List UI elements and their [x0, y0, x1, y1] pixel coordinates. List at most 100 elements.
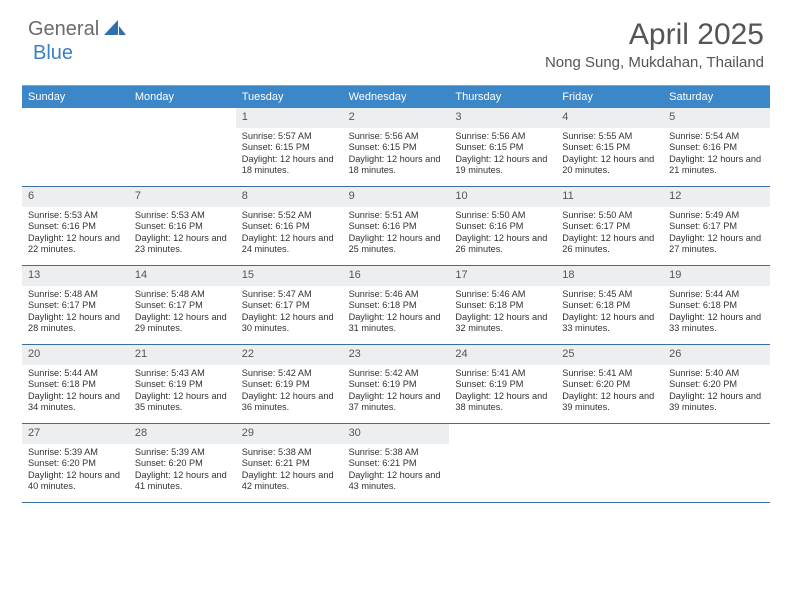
day-cell	[22, 108, 129, 186]
day-number	[129, 108, 236, 128]
month-title: April 2025	[545, 18, 764, 52]
weekday-label: Wednesday	[343, 86, 450, 108]
day-number: 20	[22, 345, 129, 365]
day-number: 7	[129, 187, 236, 207]
day-number: 26	[663, 345, 770, 365]
day-number: 21	[129, 345, 236, 365]
day-number	[556, 424, 663, 444]
day-body: Sunrise: 5:48 AMSunset: 6:17 PMDaylight:…	[129, 286, 236, 339]
logo: General	[28, 18, 128, 41]
day-body: Sunrise: 5:46 AMSunset: 6:18 PMDaylight:…	[449, 286, 556, 339]
day-number: 8	[236, 187, 343, 207]
day-number: 16	[343, 266, 450, 286]
day-body: Sunrise: 5:56 AMSunset: 6:15 PMDaylight:…	[343, 128, 450, 181]
day-body: Sunrise: 5:44 AMSunset: 6:18 PMDaylight:…	[663, 286, 770, 339]
day-body: Sunrise: 5:56 AMSunset: 6:15 PMDaylight:…	[449, 128, 556, 181]
day-number: 25	[556, 345, 663, 365]
day-body: Sunrise: 5:50 AMSunset: 6:16 PMDaylight:…	[449, 207, 556, 260]
day-body: Sunrise: 5:38 AMSunset: 6:21 PMDaylight:…	[343, 444, 450, 497]
week-row: 20Sunrise: 5:44 AMSunset: 6:18 PMDayligh…	[22, 345, 770, 424]
day-number: 3	[449, 108, 556, 128]
header: General April 2025 Nong Sung, Mukdahan, …	[0, 0, 792, 77]
day-body: Sunrise: 5:42 AMSunset: 6:19 PMDaylight:…	[236, 365, 343, 418]
day-cell: 16Sunrise: 5:46 AMSunset: 6:18 PMDayligh…	[343, 266, 450, 344]
day-number: 5	[663, 108, 770, 128]
day-cell: 8Sunrise: 5:52 AMSunset: 6:16 PMDaylight…	[236, 187, 343, 265]
day-body: Sunrise: 5:49 AMSunset: 6:17 PMDaylight:…	[663, 207, 770, 260]
day-cell: 7Sunrise: 5:53 AMSunset: 6:16 PMDaylight…	[129, 187, 236, 265]
logo-text-blue: Blue	[33, 42, 73, 64]
day-cell: 15Sunrise: 5:47 AMSunset: 6:17 PMDayligh…	[236, 266, 343, 344]
day-cell: 23Sunrise: 5:42 AMSunset: 6:19 PMDayligh…	[343, 345, 450, 423]
day-cell: 6Sunrise: 5:53 AMSunset: 6:16 PMDaylight…	[22, 187, 129, 265]
day-cell: 19Sunrise: 5:44 AMSunset: 6:18 PMDayligh…	[663, 266, 770, 344]
day-cell: 27Sunrise: 5:39 AMSunset: 6:20 PMDayligh…	[22, 424, 129, 502]
day-cell	[663, 424, 770, 502]
day-body: Sunrise: 5:51 AMSunset: 6:16 PMDaylight:…	[343, 207, 450, 260]
week-row: 1Sunrise: 5:57 AMSunset: 6:15 PMDaylight…	[22, 108, 770, 187]
day-number: 18	[556, 266, 663, 286]
logo-text-blue-wrap: Blue	[32, 42, 73, 65]
day-number: 1	[236, 108, 343, 128]
day-cell: 24Sunrise: 5:41 AMSunset: 6:19 PMDayligh…	[449, 345, 556, 423]
day-cell: 26Sunrise: 5:40 AMSunset: 6:20 PMDayligh…	[663, 345, 770, 423]
weekday-label: Saturday	[663, 86, 770, 108]
weekday-label: Monday	[129, 86, 236, 108]
day-cell: 4Sunrise: 5:55 AMSunset: 6:15 PMDaylight…	[556, 108, 663, 186]
day-cell: 18Sunrise: 5:45 AMSunset: 6:18 PMDayligh…	[556, 266, 663, 344]
day-cell	[556, 424, 663, 502]
day-cell	[449, 424, 556, 502]
day-number: 14	[129, 266, 236, 286]
day-number	[663, 424, 770, 444]
day-number: 13	[22, 266, 129, 286]
day-body: Sunrise: 5:38 AMSunset: 6:21 PMDaylight:…	[236, 444, 343, 497]
day-number: 11	[556, 187, 663, 207]
day-cell: 12Sunrise: 5:49 AMSunset: 6:17 PMDayligh…	[663, 187, 770, 265]
weekday-label: Sunday	[22, 86, 129, 108]
day-body: Sunrise: 5:46 AMSunset: 6:18 PMDaylight:…	[343, 286, 450, 339]
day-number: 29	[236, 424, 343, 444]
day-number: 15	[236, 266, 343, 286]
day-number: 2	[343, 108, 450, 128]
day-body: Sunrise: 5:44 AMSunset: 6:18 PMDaylight:…	[22, 365, 129, 418]
day-number: 28	[129, 424, 236, 444]
day-cell: 5Sunrise: 5:54 AMSunset: 6:16 PMDaylight…	[663, 108, 770, 186]
day-body: Sunrise: 5:42 AMSunset: 6:19 PMDaylight:…	[343, 365, 450, 418]
day-number: 24	[449, 345, 556, 365]
logo-text-general: General	[28, 18, 99, 41]
day-body: Sunrise: 5:57 AMSunset: 6:15 PMDaylight:…	[236, 128, 343, 181]
day-body: Sunrise: 5:40 AMSunset: 6:20 PMDaylight:…	[663, 365, 770, 418]
weekday-label: Friday	[556, 86, 663, 108]
day-number: 23	[343, 345, 450, 365]
day-body: Sunrise: 5:52 AMSunset: 6:16 PMDaylight:…	[236, 207, 343, 260]
calendar: SundayMondayTuesdayWednesdayThursdayFrid…	[22, 85, 770, 503]
day-body: Sunrise: 5:41 AMSunset: 6:20 PMDaylight:…	[556, 365, 663, 418]
calendar-grid: 1Sunrise: 5:57 AMSunset: 6:15 PMDaylight…	[22, 108, 770, 503]
day-cell: 30Sunrise: 5:38 AMSunset: 6:21 PMDayligh…	[343, 424, 450, 502]
week-row: 13Sunrise: 5:48 AMSunset: 6:17 PMDayligh…	[22, 266, 770, 345]
day-cell: 1Sunrise: 5:57 AMSunset: 6:15 PMDaylight…	[236, 108, 343, 186]
day-body: Sunrise: 5:41 AMSunset: 6:19 PMDaylight:…	[449, 365, 556, 418]
day-number: 19	[663, 266, 770, 286]
day-cell: 3Sunrise: 5:56 AMSunset: 6:15 PMDaylight…	[449, 108, 556, 186]
logo-sail-icon	[104, 18, 126, 41]
day-number: 9	[343, 187, 450, 207]
day-body: Sunrise: 5:43 AMSunset: 6:19 PMDaylight:…	[129, 365, 236, 418]
day-cell: 11Sunrise: 5:50 AMSunset: 6:17 PMDayligh…	[556, 187, 663, 265]
day-number: 22	[236, 345, 343, 365]
day-cell: 28Sunrise: 5:39 AMSunset: 6:20 PMDayligh…	[129, 424, 236, 502]
day-number	[449, 424, 556, 444]
day-cell: 22Sunrise: 5:42 AMSunset: 6:19 PMDayligh…	[236, 345, 343, 423]
day-number	[22, 108, 129, 128]
week-row: 6Sunrise: 5:53 AMSunset: 6:16 PMDaylight…	[22, 187, 770, 266]
day-body: Sunrise: 5:39 AMSunset: 6:20 PMDaylight:…	[22, 444, 129, 497]
day-body: Sunrise: 5:39 AMSunset: 6:20 PMDaylight:…	[129, 444, 236, 497]
day-body: Sunrise: 5:53 AMSunset: 6:16 PMDaylight:…	[22, 207, 129, 260]
week-row: 27Sunrise: 5:39 AMSunset: 6:20 PMDayligh…	[22, 424, 770, 503]
day-cell: 25Sunrise: 5:41 AMSunset: 6:20 PMDayligh…	[556, 345, 663, 423]
day-number: 10	[449, 187, 556, 207]
weekday-header: SundayMondayTuesdayWednesdayThursdayFrid…	[22, 86, 770, 108]
day-body: Sunrise: 5:45 AMSunset: 6:18 PMDaylight:…	[556, 286, 663, 339]
day-cell: 13Sunrise: 5:48 AMSunset: 6:17 PMDayligh…	[22, 266, 129, 344]
day-number: 4	[556, 108, 663, 128]
